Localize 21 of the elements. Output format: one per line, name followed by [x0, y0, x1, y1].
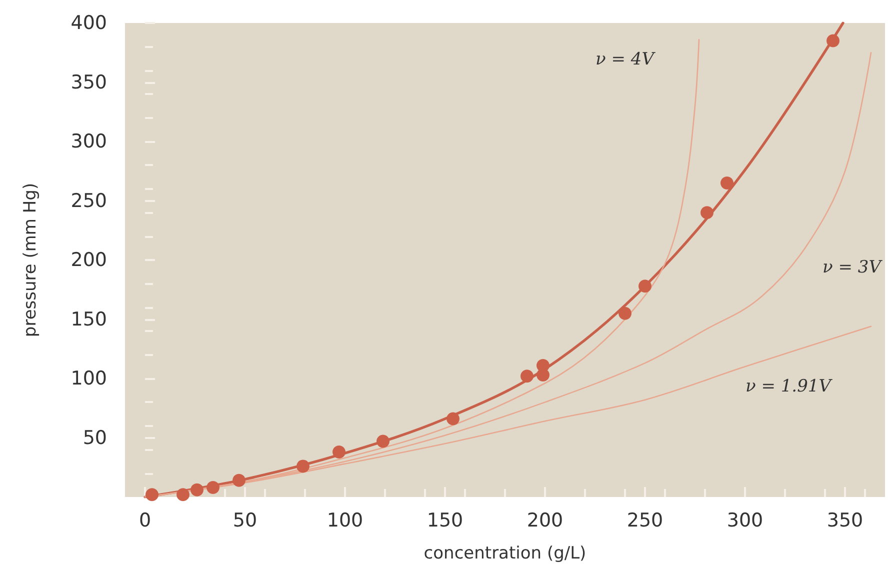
x-tick-label: 250 — [626, 510, 664, 532]
y-tick-label: 100 — [70, 368, 107, 390]
x-tick-label: 350 — [826, 510, 864, 532]
y-tick-label: 300 — [70, 130, 107, 152]
x-tick-label: 100 — [326, 510, 364, 532]
x-tick-label: 50 — [232, 510, 258, 532]
y-tick-label: 350 — [70, 71, 107, 94]
y-tick-label: 200 — [70, 249, 107, 271]
x-axis-title: concentration (g/L) — [424, 544, 586, 564]
series-label: ν = 1.91V — [745, 376, 833, 396]
y-tick-label: 150 — [70, 308, 107, 330]
x-tick-label: 300 — [726, 510, 764, 532]
x-tick-label: 0 — [138, 510, 152, 532]
y-axis-title: pressure (mm Hg) — [20, 182, 40, 338]
series-label: ν = 3V — [822, 258, 883, 278]
text: ν = 4V — [596, 50, 656, 70]
x-tick-label: 150 — [426, 510, 464, 532]
y-tick-label: 400 — [70, 12, 107, 34]
y-tick-label: 250 — [70, 190, 107, 212]
y-tick-label: 50 — [82, 426, 107, 449]
x-tick-label: 200 — [526, 510, 564, 532]
